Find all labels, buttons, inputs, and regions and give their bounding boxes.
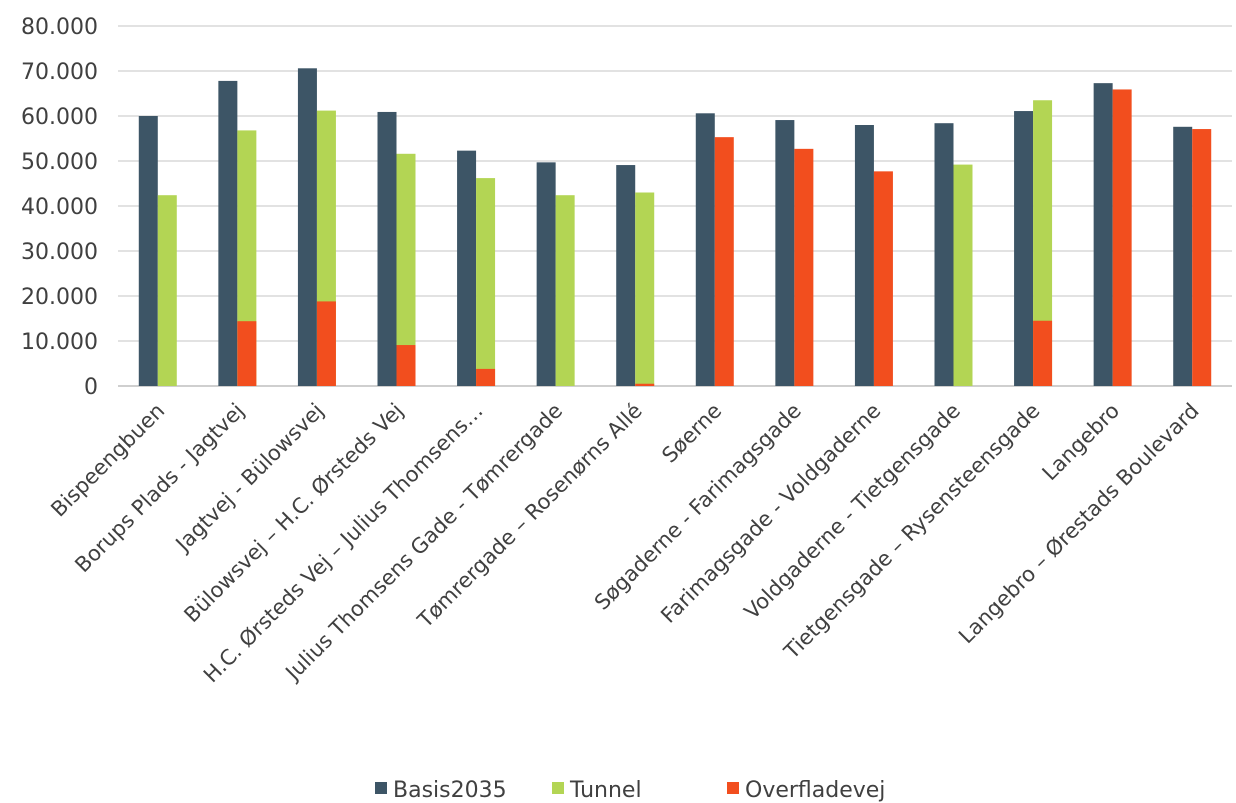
bar-overfladevej (396, 345, 416, 386)
x-tick-label: Julius Thomsens Gade - Tømrergade (280, 399, 568, 687)
y-tick-label: 20.000 (21, 285, 98, 310)
legend-label: Overfladevej (745, 778, 885, 803)
y-tick-label: 60.000 (21, 105, 98, 130)
bar-basis2035 (218, 80, 238, 387)
legend: Basis2035 Tunnel Overfladevej (375, 778, 885, 803)
bar-overfladevej (873, 171, 893, 386)
bar-overfladevej (794, 148, 814, 386)
y-tick-label: 50.000 (21, 150, 98, 175)
bar-basis2035 (297, 68, 317, 387)
grid (118, 25, 1232, 387)
bar-basis2035 (775, 120, 795, 387)
x-tick-label: Jagtvej - Bülowsvej (170, 399, 329, 558)
legend-swatch (552, 782, 564, 794)
bar-basis2035 (1093, 83, 1113, 387)
y-tick-label: 0 (84, 375, 98, 400)
bar-overfladevej (1112, 89, 1132, 386)
bar-basis2035 (1173, 126, 1193, 387)
bar-tunnel (635, 192, 655, 386)
bar-basis2035 (695, 113, 715, 387)
bar-basis2035 (1014, 111, 1034, 387)
bar-tunnel (396, 153, 416, 386)
bar-tunnel (157, 195, 177, 386)
y-tick-label: 70.000 (21, 60, 98, 85)
bar-overfladevej (635, 383, 655, 386)
legend-label: Tunnel (569, 778, 642, 803)
bar-overfladevej (1192, 129, 1212, 387)
bar-basis2035 (377, 111, 397, 386)
bar-basis2035 (854, 125, 874, 386)
bar-basis2035 (138, 116, 158, 386)
legend-label: Basis2035 (393, 778, 507, 803)
bars (138, 68, 1212, 387)
bar-basis2035 (934, 123, 954, 386)
bar-tunnel (476, 178, 496, 386)
bar-overfladevej (316, 301, 336, 386)
legend-swatch (375, 782, 387, 794)
bar-overfladevej (237, 321, 257, 386)
y-tick-label: 80.000 (21, 15, 98, 40)
y-tick-label: 30.000 (21, 240, 98, 265)
x-tick-label: Søerne (657, 399, 726, 468)
y-axis: 0 10.000 20.000 30.000 40.000 50.000 60.000 70.… (21, 15, 98, 400)
y-tick-label: 10.000 (21, 330, 98, 355)
bar-overfladevej (1033, 320, 1053, 386)
bar-basis2035 (536, 162, 556, 386)
bar-overfladevej (714, 137, 734, 386)
bar-tunnel (1033, 100, 1053, 386)
y-tick-label: 40.000 (21, 195, 98, 220)
bar-basis2035 (616, 165, 636, 386)
bar-tunnel (953, 164, 973, 386)
x-tick-label: H.C. Ørsteds Vej – Julius Thomsens… (199, 399, 488, 688)
bar-tunnel (555, 195, 575, 386)
legend-swatch (727, 782, 739, 794)
bar-basis2035 (457, 150, 477, 386)
x-tick-label: Langebro (1038, 399, 1125, 486)
bar-overfladevej (476, 368, 496, 386)
